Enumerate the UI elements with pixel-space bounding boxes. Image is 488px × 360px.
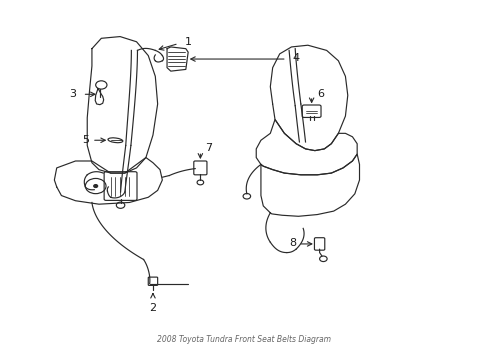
Text: 2008 Toyota Tundra Front Seat Belts Diagram: 2008 Toyota Tundra Front Seat Belts Diag…	[157, 335, 331, 344]
Circle shape	[94, 185, 98, 188]
Text: 6: 6	[316, 89, 323, 99]
Text: 5: 5	[82, 135, 89, 145]
Text: 8: 8	[288, 238, 295, 248]
Text: 7: 7	[205, 143, 212, 153]
Text: 3: 3	[69, 89, 76, 99]
Text: 1: 1	[184, 37, 191, 48]
Text: 4: 4	[292, 53, 299, 63]
Text: 2: 2	[149, 303, 156, 313]
